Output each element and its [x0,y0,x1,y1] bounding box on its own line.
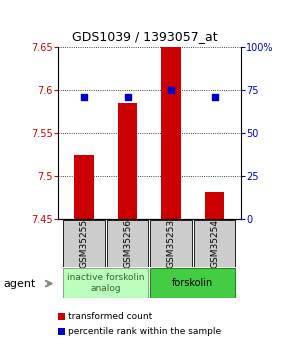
Bar [58,313,65,320]
Point [82,94,86,99]
Text: GSM35256: GSM35256 [123,219,132,268]
Bar [74,155,94,219]
Text: GSM35253: GSM35253 [166,219,176,268]
Text: agent: agent [3,279,35,288]
FancyBboxPatch shape [107,219,148,267]
Text: transformed count: transformed count [68,312,153,321]
FancyBboxPatch shape [63,219,105,267]
Text: percentile rank within the sample: percentile rank within the sample [68,327,221,336]
Text: GSM35254: GSM35254 [210,219,219,268]
Text: inactive forskolin
analog: inactive forskolin analog [67,273,145,293]
Bar [118,102,137,219]
FancyBboxPatch shape [150,268,235,298]
FancyBboxPatch shape [194,219,235,267]
Point [169,87,173,92]
Bar [205,192,224,219]
Bar [58,328,65,335]
Text: GDS1039 / 1393057_at: GDS1039 / 1393057_at [72,30,218,43]
FancyBboxPatch shape [150,219,192,267]
Point [212,94,217,99]
Text: GSM35255: GSM35255 [79,219,89,268]
Bar [161,46,181,219]
Text: forskolin: forskolin [172,278,213,288]
Point [125,94,130,99]
FancyBboxPatch shape [63,268,148,298]
